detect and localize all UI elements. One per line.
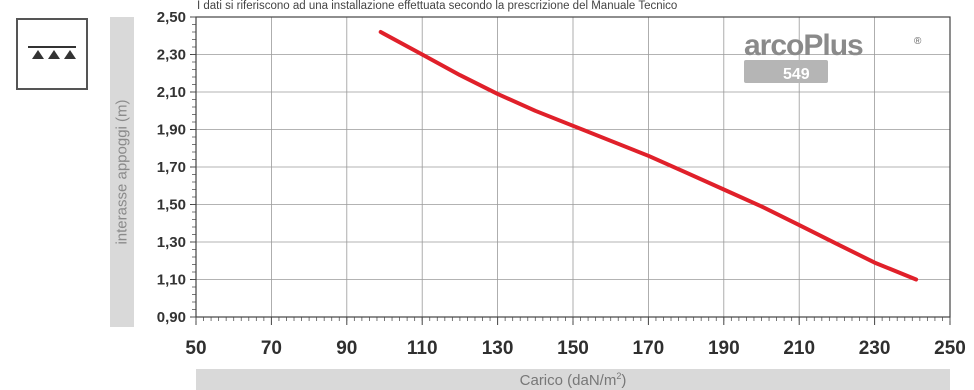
x-tick-labels: 50 70 90 110 130 150 170 190 210 230 250 [185,338,965,359]
y-tick-labels: 0,90 1,10 1,30 1,50 1,70 1,90 2,10 2,30 2,50 [157,9,186,326]
x-tick-label: 90 [336,338,357,359]
x-axis-label-band [196,369,950,390]
x-tick-label: 210 [783,338,815,359]
y-tick-label: 1,50 [157,197,186,214]
x-tick-label: 250 [934,338,966,359]
x-tick-label: 110 [407,338,438,359]
x-tick-label: 170 [633,338,665,359]
distributed-load-icon [16,18,88,90]
x-axis-label: Carico (daN/m2) [519,371,627,389]
y-tick-label: 2,30 [157,47,186,64]
logo-model-plate [744,60,828,83]
x-tick-label: 190 [708,338,740,359]
logo-brand: arcoPlus [744,29,863,62]
y-tick-label: 2,50 [157,9,186,26]
x-tick-label: 230 [859,338,891,359]
x-tick-label: 50 [185,338,206,359]
y-axis-label-band [110,17,134,327]
series [378,30,919,282]
y-tick-label: 1,10 [157,272,186,289]
y-tick-label: 0,90 [157,309,186,326]
y-tick-label: 1,30 [157,234,186,251]
x-tick-label: 70 [261,338,282,359]
logo-model: 549 [783,66,810,83]
arcoplus-logo: arcoPlus 549 ® [744,29,922,83]
y-tick-label: 2,10 [157,84,186,101]
x-tick-label: 130 [482,338,514,359]
plot-frame [195,16,951,318]
x-tick-label: 150 [557,338,589,359]
minor-ticks [190,16,951,325]
series-line [378,30,919,282]
logo-registered-mark: ® [914,36,922,47]
chart-note: I dati si riferiscono ad una installazio… [197,0,678,12]
y-tick-label: 1,70 [157,159,186,176]
grid [195,16,951,318]
y-tick-label: 1,90 [157,122,186,139]
